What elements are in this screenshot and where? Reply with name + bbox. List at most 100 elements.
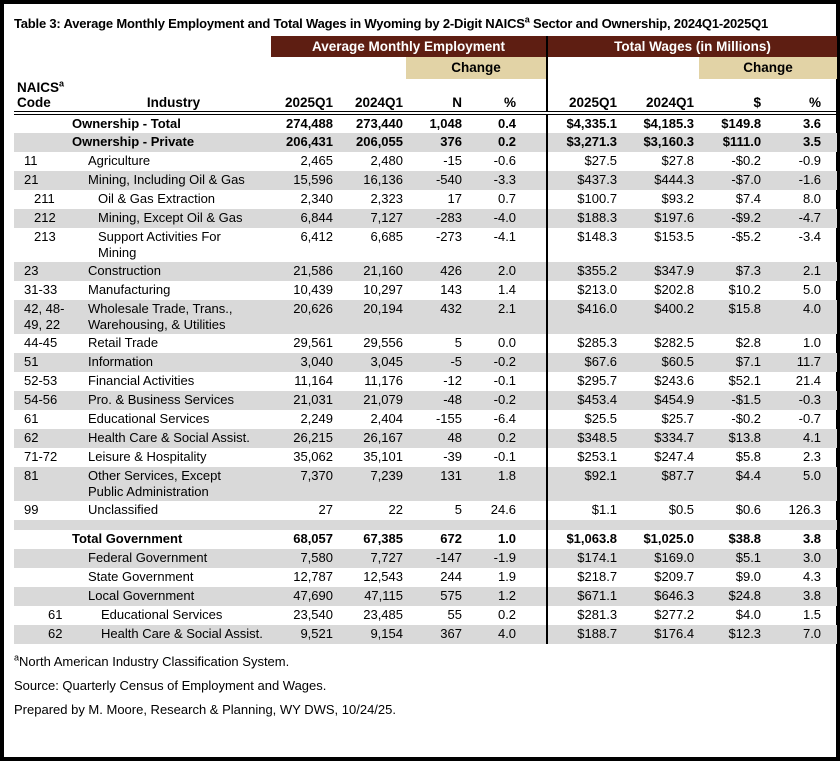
wage-2025q1-cell: $174.1 — [546, 549, 625, 568]
emp-2025q1-cell: 29,561 — [293, 335, 333, 350]
wage-2025q1-cell: $148.3 — [546, 228, 625, 262]
group-header-row: Average Monthly Employment Total Wages (… — [14, 36, 838, 57]
table-row: 62 Health Care & Social Assist. 26,215 26,1… — [14, 429, 838, 448]
wage-change-pct-cell: 3.5 — [802, 134, 822, 149]
naics-code-cell — [14, 568, 76, 587]
naics-code-cell: 61 — [48, 607, 63, 622]
emp-2024q1-cell: 10,297 — [363, 282, 403, 297]
emp-change-pct-cell: -6.4 — [493, 411, 517, 426]
emp-2025q1-cell: 7,370 — [300, 468, 333, 483]
emp-2024q1-cell: 35,101 — [363, 449, 403, 464]
wage-change-pct-cell: 7.0 — [802, 626, 822, 641]
naics-code-cell: 31-33 — [24, 282, 58, 297]
emp-change-pct-cell: -0.2 — [493, 392, 517, 407]
wage-change-pct-cell: -3.4 — [798, 229, 822, 244]
wage-2025q1-cell: $3,271.3 — [546, 133, 625, 152]
wage-change-pct-cell: 2.3 — [802, 449, 822, 464]
wage-change-pct-cell: -0.7 — [798, 411, 822, 426]
wage-change-pct-cell: 3.6 — [802, 116, 822, 131]
naics-code-cell: 54-56 — [24, 392, 58, 407]
wages-group-header: Total Wages (in Millions) — [546, 36, 838, 57]
wage-change-dollar-cell: $5.8 — [735, 449, 762, 464]
emp-2025q1-cell: 20,626 — [293, 301, 333, 316]
emp-change-pct-cell: 0.7 — [497, 191, 517, 206]
ownership-label: Total Government — [72, 531, 183, 546]
wage-change-dollar-cell: $38.8 — [728, 531, 762, 546]
naics-code-cell: 99 — [24, 502, 39, 517]
emp-2024q1-cell: 47,115 — [364, 588, 403, 603]
wage-change-dollar-cell: $24.8 — [728, 588, 762, 603]
industry-cell: Financial Activities — [88, 373, 195, 388]
naics-code-cell: 213 — [34, 229, 56, 244]
naics-code-cell: 52-53 — [24, 373, 58, 388]
wage-change-dollar-cell: $9.0 — [735, 569, 762, 584]
wage-change-pct-cell: -0.3 — [798, 392, 822, 407]
wage-change-dollar-cell: $52.1 — [728, 373, 762, 388]
wage-change-pct-cell: -4.7 — [798, 210, 822, 225]
naics-code-cell — [14, 549, 76, 568]
industry-cell: Other Services, Except Public Administra… — [88, 468, 221, 499]
table-row: 51 Information 3,040 3,045 -5 -0.2 $67.6 $60.5 $… — [14, 353, 838, 372]
emp-2024q1-cell: 7,727 — [370, 550, 403, 565]
emp-change-n-header: N — [406, 79, 468, 115]
wage-2025q1-cell: $437.3 — [546, 171, 625, 190]
emp-change-n-cell: -273 — [435, 229, 462, 244]
emp-change-n-cell: 17 — [447, 191, 462, 206]
wage-change-pct-cell: 3.8 — [802, 531, 822, 546]
emp-2025q1-cell: 21,586 — [293, 263, 333, 278]
emp-change-n-cell: 672 — [440, 531, 462, 546]
industry-cell: Educational Services — [88, 411, 210, 426]
emp-change-n-cell: -12 — [443, 373, 462, 388]
wage-change-dollar-cell: -$0.2 — [731, 153, 762, 168]
wage-2024q1-cell: $243.6 — [654, 373, 695, 388]
group-header-spacer — [14, 36, 271, 57]
table-row: 213 Support Activities For Mining 6,412 6,6… — [14, 228, 837, 262]
emp-2024q1-cell: 22 — [388, 502, 403, 517]
industry-cell: Information — [88, 354, 154, 369]
wage-2024q1-cell: $27.8 — [661, 153, 695, 168]
emp-change-pct-cell: -4.0 — [493, 210, 517, 225]
emp-change-n-cell: -15 — [443, 153, 462, 168]
wage-2024q1-cell: $153.5 — [654, 229, 695, 244]
wage-2025q1-cell: $348.5 — [546, 429, 625, 448]
emp-change-n-cell: 55 — [447, 607, 462, 622]
table-row: 54-56 Pro. & Business Services 21,031 21,07… — [14, 391, 838, 410]
table-row: 212 Mining, Except Oil & Gas 6,844 7,127 -28… — [14, 209, 838, 228]
wage-2024q1-cell: $1,025.0 — [643, 531, 695, 546]
naics-code-cell: 211 — [34, 191, 55, 206]
change-spacer-wage — [546, 57, 700, 79]
emp-change-pct-cell: -4.1 — [493, 229, 517, 244]
spacer-cell-right — [546, 520, 838, 530]
table-row: Federal Government 7,580 7,727 -147 -1.9 $174… — [14, 549, 838, 568]
ownership-label: Ownership - Private — [72, 134, 195, 149]
emp-2025q1-cell: 23,540 — [293, 607, 333, 622]
wage-change-pct-cell: 3.8 — [802, 588, 822, 603]
wage-2024q1-cell: $87.7 — [661, 468, 695, 483]
footnote-naics: aNorth American Industry Classification … — [14, 652, 290, 669]
wage-change-dollar-cell: $111.0 — [722, 134, 762, 149]
table-row: 61 Educational Services 23,540 23,485 55 0.2 $… — [14, 606, 837, 625]
emp-2025q1-cell: 15,596 — [293, 172, 333, 187]
naics-code-cell: 61 — [24, 411, 39, 426]
wage-change-dollar-cell: $4.0 — [735, 607, 762, 622]
table-row: 31-33 Manufacturing 10,439 10,297 143 1.4 $213… — [14, 281, 837, 300]
emp-2024q1-cell: 2,404 — [370, 411, 403, 426]
emp-2024q1-cell: 6,685 — [370, 229, 403, 244]
wage-2024q1-cell: $277.2 — [654, 607, 695, 622]
table-row: 42, 48- 49, 22 Wholesale Trade, Trans., W… — [14, 300, 838, 334]
spacer-row — [14, 520, 838, 530]
table-row: Total Government 68,057 67,385 672 1.0 $1,063… — [14, 530, 837, 549]
wage-change-dollar-cell: $12.3 — [728, 626, 762, 641]
emp-change-pct-cell: -3.3 — [493, 172, 517, 187]
wage-2025q1-cell: $218.7 — [546, 568, 625, 587]
wage-change-pct-cell: 5.0 — [802, 468, 822, 483]
naics-code-cell: 44-45 — [24, 335, 58, 350]
table-row: 23 Construction 21,586 21,160 426 2.0 $355.2 $3… — [14, 262, 838, 281]
emp-2025q1-cell: 2,249 — [300, 411, 333, 426]
emp-change-n-cell: 131 — [440, 468, 462, 483]
wage-change-dollar-cell: -$9.2 — [731, 210, 762, 225]
emp-2025q1-cell: 11,164 — [294, 373, 333, 388]
wage-2024q1-cell: $454.9 — [654, 392, 695, 407]
industry-header: Industry — [76, 79, 271, 115]
emp-change-pct-cell: 4.0 — [497, 626, 517, 641]
